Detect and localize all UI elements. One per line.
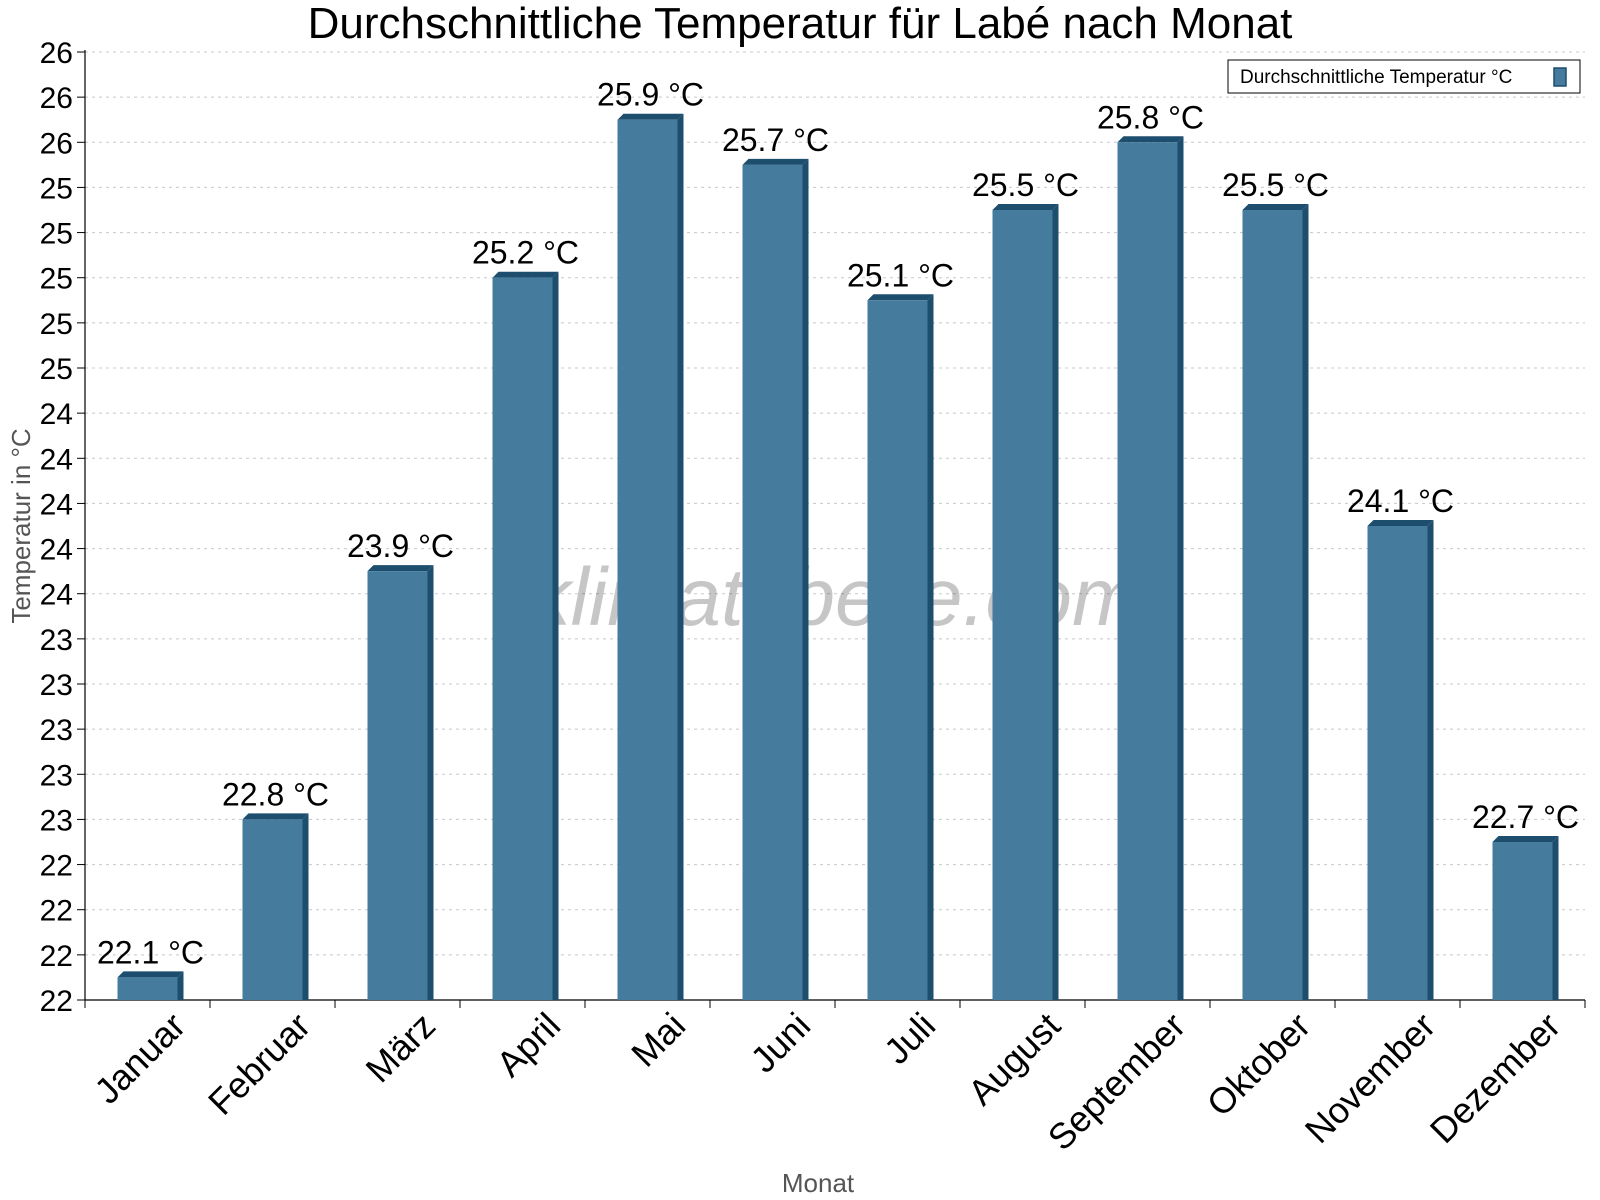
bar (1367, 526, 1428, 1000)
y-tick-label: 22 (40, 850, 73, 883)
y-tick-label: 25 (40, 218, 73, 251)
bar-top (492, 271, 559, 278)
y-tick-label: 25 (40, 308, 73, 341)
bar-value-label: 25.1 °C (847, 257, 954, 293)
y-tick-label: 22 (40, 985, 73, 1018)
bar (992, 210, 1053, 1000)
bar-top (1492, 836, 1559, 842)
bar (117, 977, 178, 1000)
x-tick-label: September (1040, 1005, 1194, 1159)
legend-label: Durchschnittliche Temperatur °C (1240, 67, 1512, 88)
bar-side (677, 113, 684, 1000)
chart-title: Durchschnittliche Temperatur für Labé na… (308, 0, 1293, 48)
legend-swatch (1553, 67, 1567, 87)
x-tick-label: Juni (742, 1005, 818, 1081)
y-tick-label: 23 (40, 624, 73, 657)
bar-top (867, 294, 934, 301)
bar-side (802, 158, 809, 1000)
bar-value-label: 25.9 °C (597, 77, 704, 113)
x-tick-label: Januar (86, 1005, 193, 1112)
bar-value-label: 22.1 °C (97, 934, 204, 970)
bar-value-label: 22.7 °C (1472, 799, 1579, 835)
bar-top (242, 813, 309, 820)
bar (1117, 142, 1178, 1001)
x-tick-label: Oktober (1199, 1005, 1319, 1125)
y-tick-label: 26 (40, 127, 73, 160)
x-tick-label: Mai (623, 1005, 693, 1075)
bar-top (367, 565, 434, 572)
y-tick-label: 22 (40, 895, 73, 928)
y-tick-label: 24 (40, 579, 73, 612)
y-tick-label: 24 (40, 488, 73, 521)
x-tick-label: Juli (876, 1005, 943, 1072)
y-tick-label: 23 (40, 804, 73, 837)
y-tick-label: 23 (40, 714, 73, 747)
bar-value-label: 25.5 °C (1222, 167, 1329, 203)
y-tick-label: 26 (40, 37, 73, 70)
y-axis-title: Temperatur in °C (6, 428, 36, 623)
y-tick-label: 26 (40, 82, 73, 115)
x-tick-label: März (358, 1005, 444, 1091)
bar (367, 571, 428, 1000)
bar-side (1552, 836, 1559, 1000)
bar-side (1427, 520, 1434, 1000)
bar (1242, 210, 1303, 1000)
bar-top (1367, 520, 1434, 526)
bar-side (427, 565, 434, 1000)
bar (742, 164, 803, 1000)
bar-value-label: 23.9 °C (347, 528, 454, 564)
x-tick-label: November (1297, 1005, 1443, 1151)
bar-top (1242, 204, 1309, 210)
bar (867, 300, 928, 1000)
legend-box (1227, 59, 1581, 94)
y-tick-label: 24 (40, 443, 73, 476)
bar-side (552, 271, 559, 1000)
bar-top (742, 158, 809, 165)
x-axis-title: Monat (782, 1168, 855, 1198)
bar (617, 119, 678, 1000)
bar-value-label: 25.8 °C (1097, 99, 1204, 135)
bar-side (302, 813, 309, 1000)
y-tick-label: 23 (40, 759, 73, 792)
bar-side (927, 294, 934, 1000)
bar-value-label: 25.7 °C (722, 122, 829, 158)
bar-value-label: 24.1 °C (1347, 483, 1454, 519)
x-tick-label: Dezember (1422, 1005, 1568, 1151)
x-tick-label: April (488, 1005, 568, 1085)
y-tick-label: 25 (40, 172, 73, 205)
bar-value-label: 25.5 °C (972, 167, 1079, 203)
y-tick-label: 25 (40, 353, 73, 386)
bar-top (992, 204, 1059, 210)
y-tick-label: 24 (40, 534, 73, 567)
y-tick-label: 22 (40, 940, 73, 973)
y-tick-label: 23 (40, 669, 73, 702)
x-tick-label: August (960, 1005, 1068, 1113)
bar-side (1177, 136, 1184, 1001)
bar (242, 819, 303, 1000)
x-tick-label: Februar (200, 1005, 318, 1123)
bar (492, 277, 553, 1000)
bar (1492, 842, 1553, 1000)
y-tick-label: 25 (40, 263, 73, 296)
y-tick-label: 24 (40, 398, 73, 431)
bar-top (117, 971, 184, 978)
bar-side (1052, 204, 1059, 1000)
bar-value-label: 25.2 °C (472, 235, 579, 271)
bar-value-label: 22.8 °C (222, 776, 329, 812)
bar-side (1302, 204, 1309, 1000)
bar-top (1117, 136, 1184, 143)
bar-side (177, 971, 184, 1000)
bar-top (617, 113, 684, 120)
